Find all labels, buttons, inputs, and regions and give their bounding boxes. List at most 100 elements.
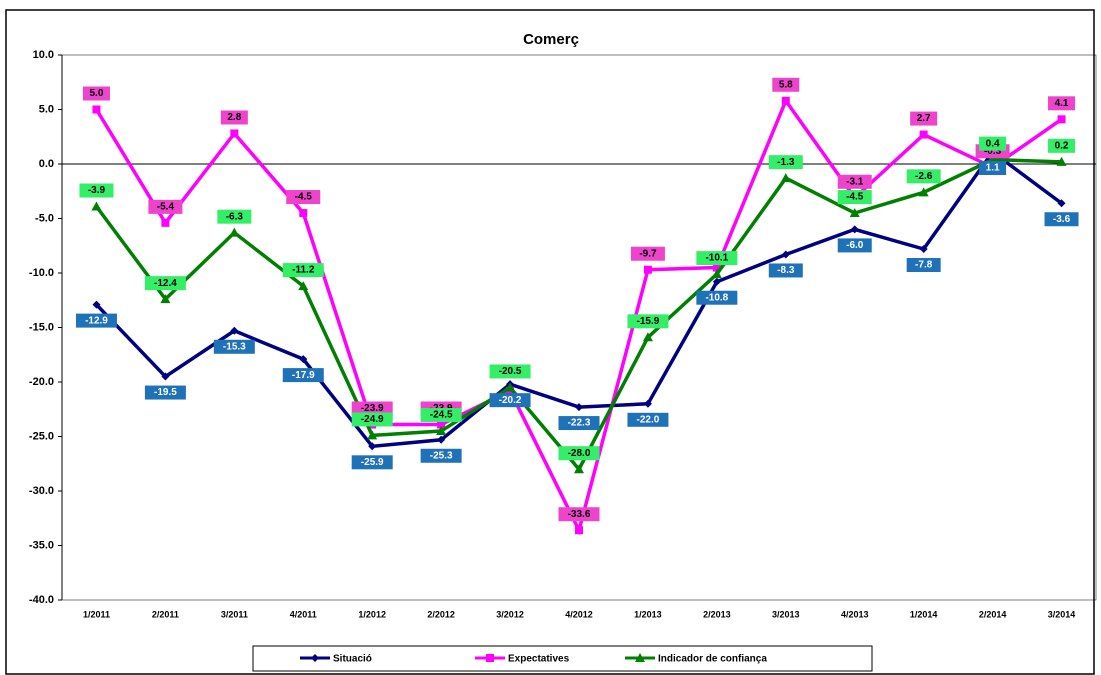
data-label: -20.2 [499, 395, 522, 406]
data-label: -15.9 [637, 316, 660, 327]
data-label-box [220, 110, 248, 125]
data-label: -9.7 [639, 248, 657, 259]
data-label-box [627, 314, 669, 329]
data-label: -3.1 [846, 176, 864, 187]
point [437, 435, 446, 444]
data-label: 2.8 [227, 112, 241, 123]
data-label-box [558, 446, 600, 461]
data-label-box [420, 408, 462, 423]
x-tick-label: 3/2013 [772, 609, 800, 619]
x-tick-label: 1/2011 [83, 609, 110, 619]
y-tick-label: 10.0 [33, 49, 54, 61]
data-label: -20.5 [499, 366, 522, 377]
data-label: -6.0 [846, 240, 864, 251]
x-tick-label: 2/2012 [427, 609, 455, 619]
data-label: 5.8 [779, 79, 793, 90]
data-label: -22.3 [568, 418, 591, 429]
data-label-box [906, 169, 941, 184]
x-tick-label: 1/2014 [910, 609, 938, 619]
data-label-box [420, 448, 462, 463]
point [299, 355, 308, 364]
point [575, 526, 583, 535]
data-label-box [837, 238, 872, 253]
point [1056, 156, 1067, 166]
data-label-box [489, 393, 531, 408]
data-label: -5.4 [157, 202, 175, 213]
chart-border [5, 9, 1095, 675]
data-label: 5.0 [90, 88, 104, 99]
data-label: -24.9 [361, 414, 384, 425]
x-tick-label: 3/2012 [496, 609, 524, 619]
point [1057, 199, 1066, 208]
data-label: -6.3 [226, 211, 244, 222]
data-label-box [282, 368, 324, 383]
x-tick-label: 2/2011 [152, 609, 179, 619]
point [92, 300, 101, 309]
data-label: -4.5 [846, 192, 864, 203]
data-label-box [558, 507, 600, 522]
data-label: -0.3 [984, 146, 1002, 157]
data-label: 0.4 [986, 138, 1000, 149]
point [1057, 115, 1066, 124]
point [643, 399, 652, 408]
y-tick-label: -30.0 [29, 485, 54, 497]
legend-label: Indicador de confiança [658, 654, 767, 665]
x-tick-label: 4/2013 [841, 609, 869, 619]
data-label: -4.5 [295, 192, 313, 203]
data-label-box [351, 401, 393, 416]
data-label-box [1048, 138, 1076, 153]
data-label-box [837, 190, 872, 205]
y-tick-label: -15.0 [29, 321, 54, 333]
point [919, 130, 928, 139]
point [781, 96, 790, 105]
point [575, 403, 583, 412]
x-tick-label: 1/2012 [358, 609, 386, 619]
data-label-box [351, 412, 393, 427]
data-label: -10.1 [705, 253, 728, 264]
data-label-box [979, 161, 1007, 176]
point [574, 464, 584, 474]
data-label-box [979, 136, 1007, 151]
x-tick-label: 2/2014 [979, 609, 1007, 619]
point [161, 218, 170, 227]
data-label: -3.9 [88, 185, 106, 196]
point [230, 326, 239, 335]
y-tick-label: -10.0 [29, 267, 54, 279]
data-label: -24.5 [430, 410, 453, 421]
point [849, 208, 860, 218]
data-label-box [282, 263, 324, 278]
data-label: 2.7 [917, 113, 931, 124]
data-label-box [1044, 212, 1079, 227]
data-label-box [558, 416, 600, 431]
data-label-box [768, 263, 803, 278]
legend-marker [311, 654, 319, 662]
point [781, 250, 790, 259]
data-label-box [79, 183, 114, 198]
point [368, 442, 377, 451]
point [92, 105, 101, 114]
data-label-box [217, 209, 252, 224]
y-tick-label: 0.0 [39, 158, 54, 170]
point [230, 129, 239, 138]
x-tick-label: 3/2011 [221, 609, 248, 619]
point [712, 263, 721, 272]
data-label: -12.4 [154, 278, 177, 289]
y-tick-label: -40.0 [29, 594, 54, 606]
data-label-box [144, 385, 186, 400]
point [91, 201, 102, 211]
data-label: -17.9 [292, 370, 315, 381]
data-label: -7.8 [915, 260, 933, 271]
data-label-box [351, 455, 393, 470]
point [505, 382, 516, 392]
point [780, 173, 791, 183]
x-tick-label: 4/2012 [565, 609, 593, 619]
point [160, 294, 171, 304]
data-label-box [768, 155, 803, 170]
point [711, 269, 722, 279]
chart-title: Comerç [523, 31, 579, 48]
data-label: -25.3 [430, 450, 453, 461]
data-label: -10.8 [705, 292, 728, 303]
data-label: -25.9 [361, 457, 384, 468]
point [643, 265, 652, 274]
data-label: -3.6 [1053, 214, 1071, 225]
